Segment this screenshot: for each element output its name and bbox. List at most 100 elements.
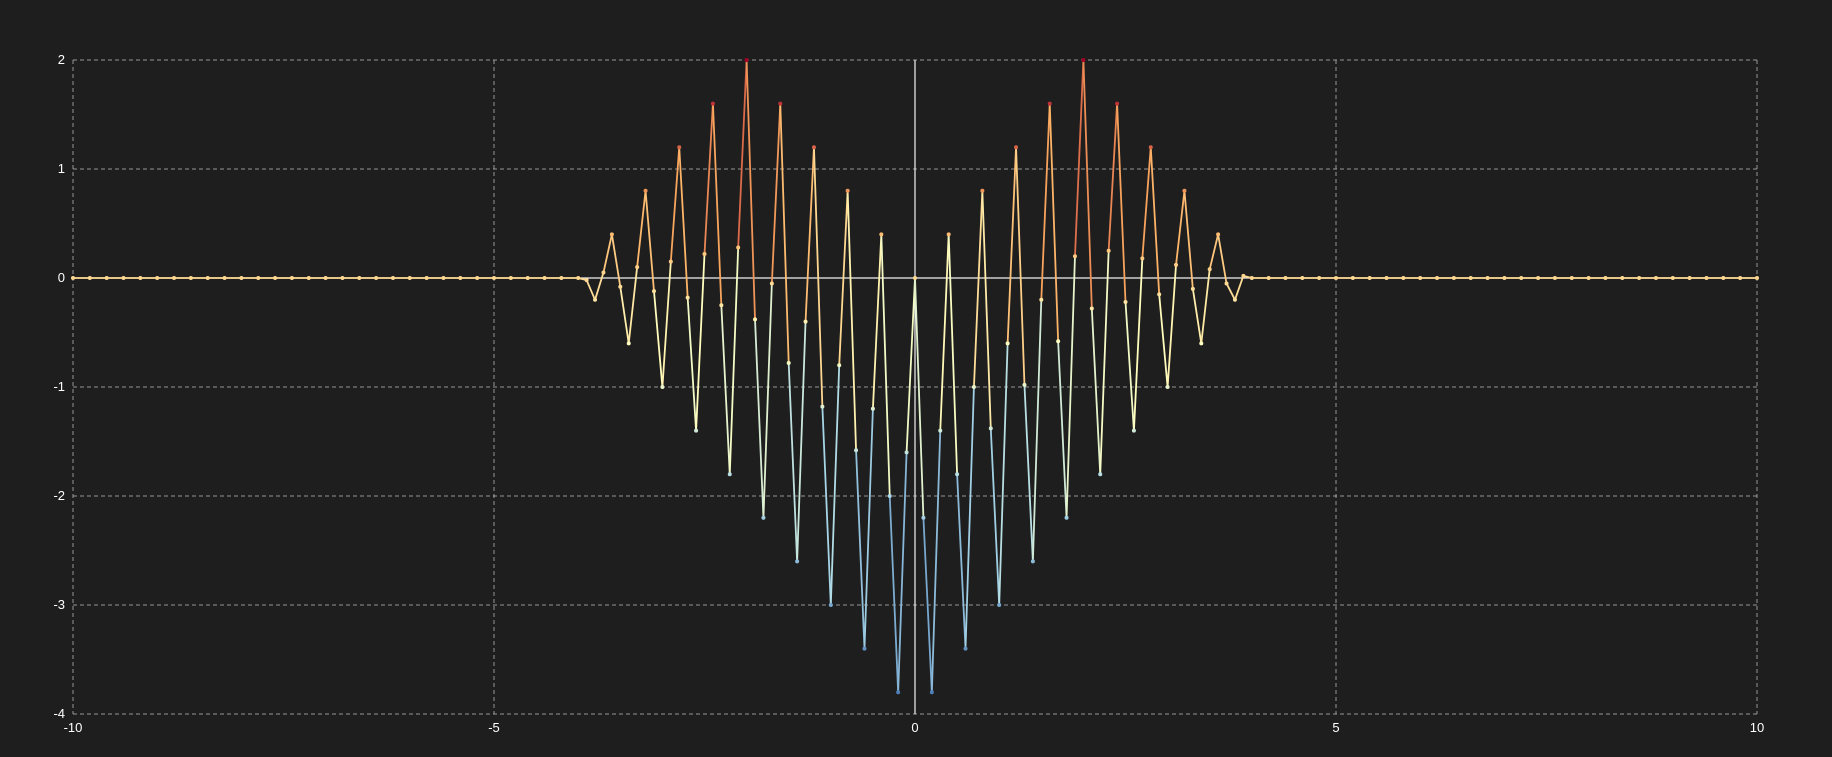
series-line-segment — [695, 253, 706, 432]
data-point — [71, 276, 75, 280]
data-point — [222, 276, 227, 280]
data-point — [1241, 273, 1246, 278]
series-line-segment — [636, 189, 647, 269]
series-line-segment — [838, 189, 849, 367]
series-line-segment — [863, 407, 874, 650]
data-point — [593, 297, 598, 302]
series-line-segment — [1124, 301, 1135, 432]
data-point — [357, 276, 362, 280]
data-point — [525, 276, 530, 280]
data-point — [1536, 276, 1541, 280]
data-point — [1249, 276, 1254, 280]
data-point — [845, 188, 850, 193]
data-point — [1637, 276, 1642, 280]
series-line-segment — [1175, 189, 1186, 266]
data-point — [1367, 276, 1372, 280]
data-point — [1182, 188, 1187, 193]
data-point — [660, 385, 665, 389]
data-point — [694, 428, 699, 433]
y-tick-label: 1 — [58, 161, 65, 176]
data-point — [668, 259, 673, 264]
data-point — [685, 295, 690, 300]
data-point — [475, 276, 480, 280]
series-line-segment — [754, 318, 765, 519]
data-point — [946, 232, 951, 237]
data-point — [1174, 262, 1179, 267]
data-point — [786, 361, 791, 366]
data-point — [828, 603, 833, 607]
data-point — [306, 276, 311, 280]
data-point — [1106, 248, 1111, 253]
data-point — [1653, 276, 1658, 280]
series-line-segment — [829, 364, 841, 606]
series-line-segment — [585, 279, 596, 301]
series-points — [71, 58, 1759, 695]
data-point — [441, 276, 446, 280]
data-point — [1451, 276, 1456, 280]
data-point — [820, 404, 825, 409]
series-line-segment — [956, 473, 967, 650]
data-point — [1350, 276, 1355, 280]
data-point — [1064, 515, 1069, 520]
series-line-segment — [762, 282, 773, 519]
series-line-segment — [888, 495, 900, 694]
data-point — [1283, 276, 1288, 280]
data-point — [1199, 341, 1204, 346]
data-point — [980, 188, 985, 193]
x-tick-label: 10 — [1750, 720, 1764, 735]
series-line-segment — [1023, 383, 1034, 563]
data-point — [1502, 276, 1507, 280]
data-point — [1300, 276, 1305, 280]
grid — [72, 59, 1758, 715]
series-line-segment — [813, 146, 824, 408]
data-point — [963, 646, 968, 651]
y-tick-label: -4 — [53, 706, 65, 721]
data-point — [736, 245, 741, 250]
series-line-segment — [905, 277, 916, 454]
data-point — [913, 276, 917, 280]
y-tick-label: -1 — [53, 379, 65, 394]
series-line-segment — [787, 362, 799, 563]
series-line-segment — [1065, 255, 1076, 519]
data-point — [761, 515, 766, 520]
series-line-segment — [981, 189, 992, 430]
data-point — [1072, 254, 1077, 259]
series-line-segment — [1141, 146, 1152, 260]
data-point — [1704, 276, 1709, 280]
series-line-segment — [880, 233, 891, 497]
series-line-segment — [1149, 146, 1161, 296]
data-point — [256, 276, 261, 280]
data-point — [1232, 297, 1237, 302]
series-line-segment — [1183, 189, 1194, 290]
series-line-segment — [669, 146, 681, 263]
series-line-segment — [821, 405, 832, 606]
series-line-segment — [1048, 102, 1060, 343]
data-point — [719, 303, 724, 308]
data-point — [862, 646, 867, 651]
series-line-segment — [1107, 102, 1118, 252]
series-line-segment — [737, 59, 748, 249]
series-line-segment — [914, 277, 925, 519]
data-point — [458, 276, 463, 280]
data-point — [1207, 267, 1212, 272]
data-point — [1148, 145, 1153, 150]
series-line-segment — [947, 233, 958, 476]
data-point — [727, 472, 732, 477]
data-point — [618, 284, 623, 289]
series-line-segment — [855, 449, 866, 650]
series-line-segment — [1006, 146, 1017, 345]
series-line-segment — [770, 102, 782, 285]
series-line-segment — [939, 233, 950, 432]
y-tick-label: -2 — [53, 488, 65, 503]
data-point — [1089, 306, 1094, 311]
series-line-segment — [1090, 307, 1102, 476]
data-point — [1552, 276, 1557, 280]
data-point — [205, 276, 210, 280]
series-line-segment — [779, 102, 790, 364]
series-line-segment — [1040, 102, 1051, 301]
data-point — [1157, 292, 1162, 297]
series-line-segment — [720, 304, 731, 476]
data-point — [1519, 276, 1524, 280]
data-point — [710, 101, 715, 106]
